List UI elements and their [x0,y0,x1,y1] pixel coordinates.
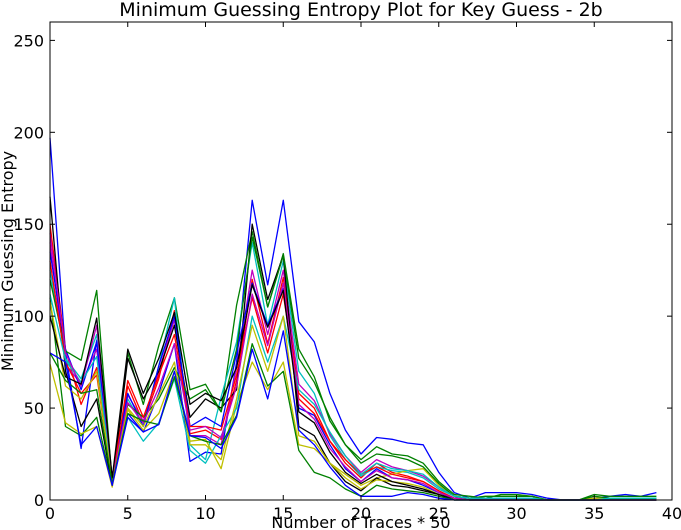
chart-title: Minimum Guessing Entropy Plot for Key Gu… [119,0,602,21]
x-tick-label: 40 [662,504,681,523]
tick-layer: 0 5 10 15 20 25 30 35 40 0 50 100 150 200 250 [13,22,681,523]
series-line-3 [49,224,657,501]
x-tick-label: 0 [45,504,55,523]
series-line-8 [49,251,657,501]
y-tick-label: 250 [13,31,44,50]
series-line-6 [49,361,657,501]
x-tick-label: 15 [273,504,293,523]
series-line-5 [49,242,657,501]
x-tick-label: 25 [429,504,449,523]
series-line-2 [49,230,657,501]
x-tick-label: 10 [195,504,215,523]
y-tick-label: 50 [24,399,44,418]
x-tick-label: 5 [123,504,133,523]
y-tick-label: 200 [13,123,44,142]
series-line-1 [49,137,657,501]
y-axis-label: Minimum Guessing Entropy [0,151,17,371]
series-line-12 [49,233,657,501]
x-tick-label: 35 [584,504,604,523]
series-line-4 [49,241,657,501]
x-tick-label: 20 [351,504,371,523]
x-tick-label: 30 [506,504,526,523]
x-axis-label: Number of Traces * 50 [271,513,450,530]
y-tick-label: 100 [13,307,44,326]
series-layer [49,137,657,501]
y-tick-label: 150 [13,215,44,234]
plot-frame [49,21,673,501]
y-tick-label: 0 [34,491,44,510]
series-line-9 [49,236,657,501]
